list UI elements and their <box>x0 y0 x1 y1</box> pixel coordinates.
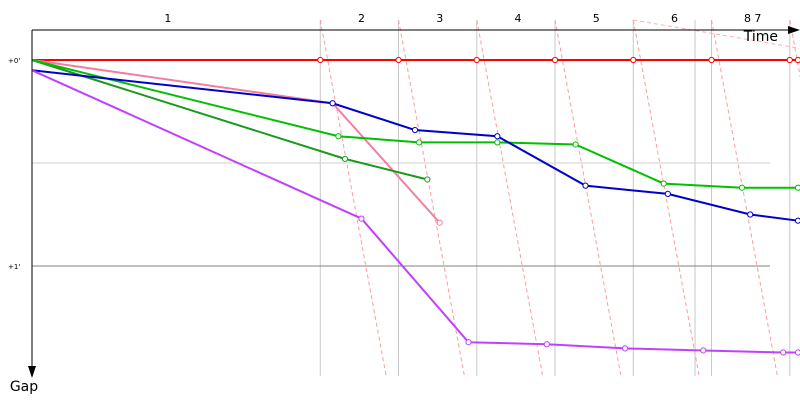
series-point <box>794 349 800 356</box>
pace-line <box>632 19 700 377</box>
series-point <box>700 347 707 354</box>
pace-line <box>476 19 544 377</box>
lap-label: 1 <box>164 12 171 25</box>
lap-label: 4 <box>514 12 521 25</box>
series-point <box>794 184 800 191</box>
pace-line <box>319 19 387 377</box>
series-point <box>329 100 336 107</box>
y-axis-arrow <box>28 366 36 378</box>
series-point <box>551 56 559 64</box>
series-point <box>708 56 715 64</box>
lap-label: 5 <box>593 12 600 25</box>
series-point <box>738 184 746 191</box>
series-point <box>317 56 324 64</box>
series-point <box>582 182 589 189</box>
series-point <box>747 211 754 218</box>
series-point <box>465 339 472 346</box>
series-point <box>786 56 793 64</box>
series-point <box>780 349 787 356</box>
series-point <box>395 56 402 64</box>
series-point <box>341 155 349 162</box>
series-point <box>543 341 550 348</box>
pace-lines-layer <box>319 19 800 377</box>
series-point <box>416 139 423 146</box>
pace-line <box>711 19 778 377</box>
x-axis-title: Time <box>743 29 778 45</box>
series-point <box>358 215 365 222</box>
series-point <box>494 133 501 140</box>
y-tick-label: +0' <box>8 57 20 65</box>
series-point <box>411 126 419 134</box>
series-point <box>335 133 342 140</box>
x-axis-arrow <box>788 26 800 34</box>
series-line <box>31 69 799 222</box>
grid-layer <box>32 20 791 376</box>
series-point <box>424 176 431 183</box>
lap-label: 3 <box>436 12 443 25</box>
lap-label: 6 <box>671 12 678 25</box>
series-point <box>794 217 800 224</box>
axes-layer: Time Gap <box>10 26 800 395</box>
series-point <box>494 139 501 146</box>
series-point <box>436 219 443 226</box>
series-line <box>31 59 798 189</box>
series-point <box>630 56 637 64</box>
pace-line <box>398 19 465 377</box>
y-tick-label: +1' <box>8 263 20 271</box>
lap-label: 8 7 <box>744 12 762 25</box>
series-point <box>794 56 800 64</box>
lap-label: 2 <box>358 12 365 25</box>
y-axis-title: Gap <box>10 379 38 395</box>
series-line <box>31 59 428 181</box>
series-point <box>572 141 579 148</box>
series-layer <box>31 56 800 356</box>
series-point <box>473 56 480 64</box>
series-point <box>664 190 671 197</box>
label-layer: +0' +1' 1 2 3 4 5 6 8 7 <box>8 12 761 271</box>
series-point <box>621 345 629 352</box>
pace-line <box>789 19 800 79</box>
series-point <box>660 180 667 187</box>
series-line <box>31 59 441 224</box>
series-line <box>31 69 798 354</box>
pace-line <box>554 19 622 377</box>
